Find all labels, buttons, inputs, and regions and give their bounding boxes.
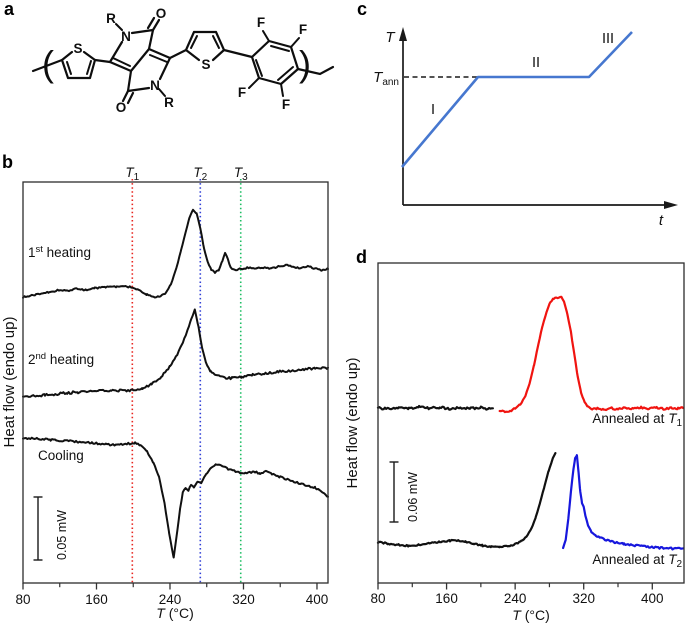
panel-letter-a: a — [4, 0, 15, 19]
b-y-axis-label: Heat flow (endo up) — [1, 317, 18, 448]
atom-label-s: S — [73, 41, 82, 56]
x-tick-label: 400 — [306, 592, 329, 607]
plot-area-b: T1 T2 T3 80 160 240 320 400 — [15, 165, 329, 607]
molecule-bonds — [31, 16, 335, 105]
curve-label-annealed-t1: Annealed at T1 — [592, 411, 682, 429]
d-x-axis-label: T (°C) — [512, 607, 550, 623]
panel-letter-d: d — [356, 247, 367, 267]
c-x-axis-label: t — [659, 212, 664, 229]
x-tick-label: 320 — [232, 592, 255, 607]
curve-1st-heating — [22, 208, 329, 299]
c-y-axis-label: T — [385, 29, 396, 46]
curve-annealed-at-t1 — [498, 295, 685, 414]
atom-label-f: F — [238, 85, 246, 100]
b-x-axis-label: T (°C) — [156, 605, 194, 621]
curve-baseline-before-annealing-at-t2 — [376, 452, 557, 549]
bracket-open: ( — [42, 43, 54, 84]
curve-2nd-heating — [22, 308, 329, 398]
d-y-axis-label: Heat flow (endo up) — [344, 358, 361, 489]
x-tick-label: 320 — [572, 591, 595, 606]
panel-letter-b: b — [2, 152, 13, 172]
x-tick-label: 80 — [370, 591, 385, 606]
x-tick-label: 240 — [504, 591, 527, 606]
atom-label-f: F — [299, 22, 307, 37]
dsc-chart-b: T1 T2 T3 80 160 240 320 400 Heat flow (endo up)… — [1, 165, 329, 621]
c-x-axis-arrow-icon — [664, 201, 678, 209]
curve-cooling — [22, 436, 329, 559]
atom-label-r: R — [164, 95, 174, 110]
curve-label-second-heating: 2nd heating — [28, 351, 94, 367]
x-tick-label: 160 — [85, 592, 108, 607]
molecule-structure: ( ) S S N N O O R R F F F F — [31, 6, 335, 115]
atom-label-s: S — [201, 57, 210, 72]
curve-annealed-at-t2 — [561, 454, 685, 551]
plot-area-d: 80 160 240 320 400 — [370, 295, 685, 606]
b-scale-bar-label: 0.05 mW — [55, 510, 69, 560]
b-plot-frame — [22, 181, 329, 584]
d-scale-bar-label: 0.06 mW — [406, 472, 420, 522]
bracket-close: ) — [299, 43, 311, 84]
atom-labels: S S N N O O R R F F F F — [73, 6, 307, 115]
x-tick-label: 160 — [435, 591, 458, 606]
atom-label-f: F — [257, 15, 265, 30]
d-plot-frame — [377, 262, 685, 584]
x-tick-label: 240 — [159, 592, 182, 607]
c-y-axis-arrow-icon — [399, 27, 407, 41]
dsc-chart-d: 80 160 240 320 400 Heat flow (endo up) T (°C… — [344, 262, 685, 623]
panel-letter-c: c — [357, 0, 367, 19]
atom-label-o: O — [116, 100, 127, 115]
transition-label-T2: T2 — [193, 165, 207, 183]
c-temperature-profile-line — [401, 31, 633, 168]
curve-baseline-before-annealing-at-t1 — [376, 404, 494, 411]
x-tick-label: 400 — [641, 591, 664, 606]
curve-label-cooling: Cooling — [38, 448, 84, 463]
c-tann-label: Tann — [373, 69, 399, 88]
curve-label-annealed-t2: Annealed at T2 — [592, 552, 682, 570]
atom-label-f: F — [282, 97, 290, 112]
b-scale-bar: 0.05 mW — [33, 496, 69, 561]
c-stage-1-label: I — [431, 102, 435, 118]
atom-label-r: R — [106, 11, 116, 26]
atom-label-o: O — [156, 6, 167, 21]
transition-label-T1: T1 — [125, 165, 139, 183]
atom-label-n: N — [121, 29, 131, 44]
d-scale-bar: 0.06 mW — [389, 461, 420, 523]
c-stage-2-label: II — [532, 55, 540, 71]
curve-label-first-heating: 1st heating — [28, 244, 91, 260]
x-tick-label: 80 — [15, 592, 30, 607]
c-stage-3-label: III — [602, 31, 614, 47]
atom-label-n: N — [150, 78, 160, 93]
transition-label-T3: T3 — [234, 165, 248, 183]
annealing-protocol-diagram: T t Tann I II III — [373, 27, 678, 229]
